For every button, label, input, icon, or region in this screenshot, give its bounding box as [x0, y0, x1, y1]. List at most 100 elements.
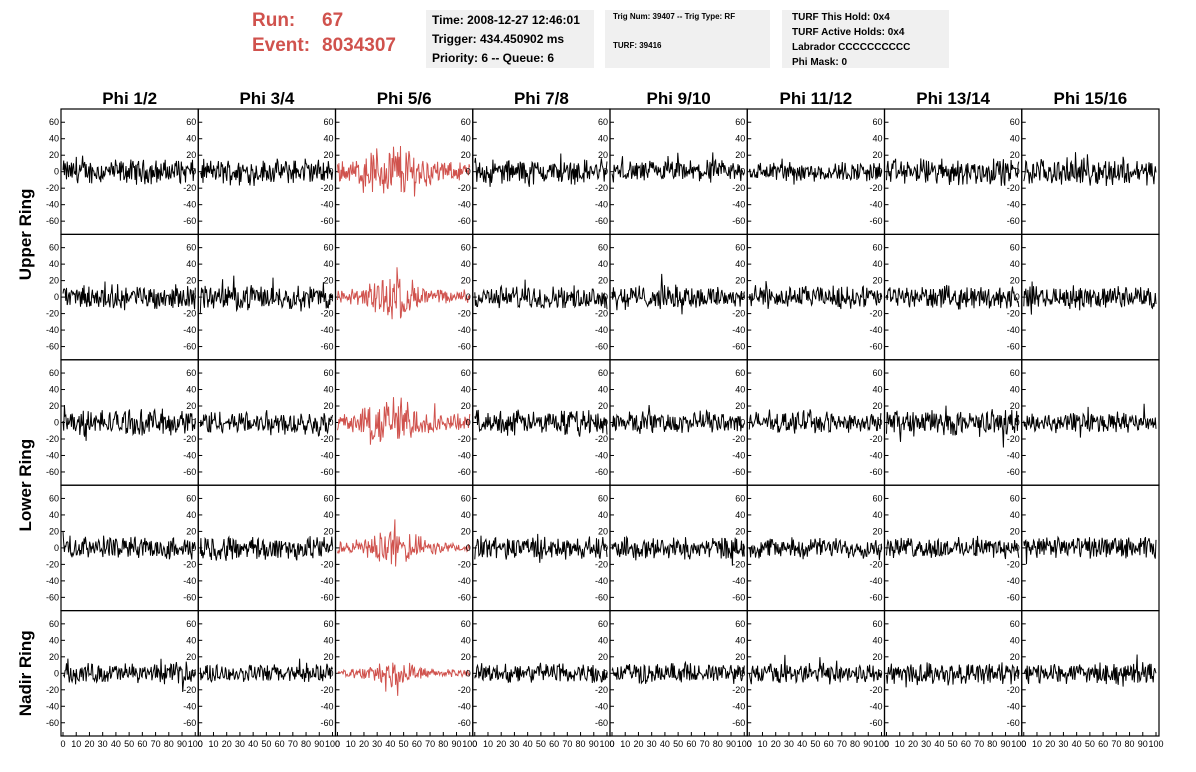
- y-tick-label: -40: [1007, 325, 1020, 335]
- run-value: 67: [322, 10, 344, 31]
- y-tick-label: 20: [872, 652, 882, 662]
- y-tick-label: 40: [49, 385, 59, 395]
- y-tick-label: 20: [49, 526, 59, 536]
- y-tick-label: 0: [740, 668, 745, 678]
- y-tick-label: 20: [735, 401, 745, 411]
- y-tick-label: -20: [595, 685, 608, 695]
- y-tick-label: 20: [1010, 150, 1020, 160]
- y-tick-label: 40: [1010, 385, 1020, 395]
- y-tick-label: -60: [595, 342, 608, 352]
- y-tick-label: 60: [49, 243, 59, 253]
- y-tick-label: 20: [872, 526, 882, 536]
- y-tick-label: 20: [461, 401, 471, 411]
- y-tick-label: 60: [461, 619, 471, 629]
- x-tick-label: 40: [111, 739, 121, 749]
- y-tick-label: -20: [320, 434, 333, 444]
- x-tick-label: 20: [1045, 739, 1055, 749]
- y-tick-label: -20: [869, 309, 882, 319]
- waveform-trace: [337, 267, 471, 320]
- x-tick-label: 70: [288, 739, 298, 749]
- x-tick-label: 30: [921, 739, 931, 749]
- y-tick-label: 20: [186, 150, 196, 160]
- y-tick-label: 0: [877, 668, 882, 678]
- y-tick-label: -20: [183, 434, 196, 444]
- y-tick-label: -60: [732, 216, 745, 226]
- y-tick-label: 60: [461, 117, 471, 127]
- y-tick-label: -60: [46, 718, 59, 728]
- y-tick-label: -40: [320, 576, 333, 586]
- y-tick-label: 20: [872, 276, 882, 286]
- x-tick-label: 90: [177, 739, 187, 749]
- y-tick-label: -60: [46, 342, 59, 352]
- y-tick-label: -40: [732, 200, 745, 210]
- waveform-trace: [611, 152, 745, 183]
- y-tick-label: -60: [1007, 718, 1020, 728]
- y-tick-label: -20: [869, 434, 882, 444]
- waveform-trace: [748, 158, 882, 185]
- run-event-box: Run: 67 Event: 8034307: [252, 8, 396, 58]
- y-tick-label: 60: [186, 368, 196, 378]
- x-tick-label: 60: [686, 739, 696, 749]
- y-tick-label: 40: [461, 635, 471, 645]
- y-tick-label: 60: [735, 619, 745, 629]
- y-tick-label: 20: [1010, 526, 1020, 536]
- turf-text: TURF: 39416: [613, 41, 662, 50]
- x-tick-label: 30: [509, 739, 519, 749]
- y-tick-label: 20: [323, 401, 333, 411]
- y-tick-label: 20: [1010, 276, 1020, 286]
- y-tick-label: 40: [735, 385, 745, 395]
- y-tick-label: 40: [323, 510, 333, 520]
- column-header: Phi 3/4: [239, 89, 294, 108]
- y-tick-label: -40: [1007, 701, 1020, 711]
- y-tick-label: 0: [328, 292, 333, 302]
- x-tick-label: 30: [1058, 739, 1068, 749]
- y-tick-label: 60: [323, 493, 333, 503]
- y-tick-label: 60: [735, 493, 745, 503]
- y-tick-label: 20: [461, 150, 471, 160]
- y-tick-label: 40: [872, 134, 882, 144]
- y-tick-label: -40: [183, 325, 196, 335]
- y-tick-label: 0: [54, 167, 59, 177]
- x-tick-label: 30: [647, 739, 657, 749]
- y-tick-label: 20: [461, 526, 471, 536]
- y-tick-label: -60: [458, 467, 471, 477]
- y-tick-label: 40: [598, 510, 608, 520]
- y-tick-label: 20: [735, 526, 745, 536]
- x-tick-label: 0: [472, 739, 477, 749]
- x-tick-label: 50: [399, 739, 409, 749]
- x-tick-label: 90: [1138, 739, 1148, 749]
- y-tick-label: 60: [872, 493, 882, 503]
- y-tick-label: -60: [320, 216, 333, 226]
- y-tick-label: -40: [320, 325, 333, 335]
- x-tick-label: 10: [346, 739, 356, 749]
- x-tick-label: 70: [1111, 739, 1121, 749]
- y-tick-label: 60: [872, 619, 882, 629]
- time-info-box: Time: 2008-12-27 12:46:01 Trigger: 434.4…: [426, 10, 594, 68]
- waveform-trace: [62, 155, 196, 185]
- x-tick-label: 20: [84, 739, 94, 749]
- y-tick-label: -60: [869, 592, 882, 602]
- y-tick-label: -20: [1007, 434, 1020, 444]
- y-tick-label: 40: [1010, 635, 1020, 645]
- y-tick-label: 20: [49, 150, 59, 160]
- y-tick-label: -20: [1007, 183, 1020, 193]
- y-tick-label: 0: [466, 543, 471, 553]
- y-tick-label: 20: [186, 652, 196, 662]
- y-tick-label: -20: [46, 183, 59, 193]
- x-tick-label: 80: [713, 739, 723, 749]
- y-tick-label: 0: [1015, 418, 1020, 428]
- y-tick-label: -20: [320, 559, 333, 569]
- x-tick-label: 70: [562, 739, 572, 749]
- x-tick-label: 80: [301, 739, 311, 749]
- y-tick-label: 40: [461, 385, 471, 395]
- phi-mask-text: Phi Mask: 0: [792, 57, 848, 68]
- time-text: Time: 2008-12-27 12:46:01: [432, 13, 580, 27]
- y-tick-label: 0: [328, 543, 333, 553]
- y-tick-label: -20: [595, 183, 608, 193]
- y-tick-label: 40: [735, 510, 745, 520]
- waveform-trace: [611, 273, 745, 315]
- y-tick-label: 20: [461, 652, 471, 662]
- y-tick-label: 0: [740, 418, 745, 428]
- turf-hold-text: TURF This Hold: 0x4: [792, 12, 890, 23]
